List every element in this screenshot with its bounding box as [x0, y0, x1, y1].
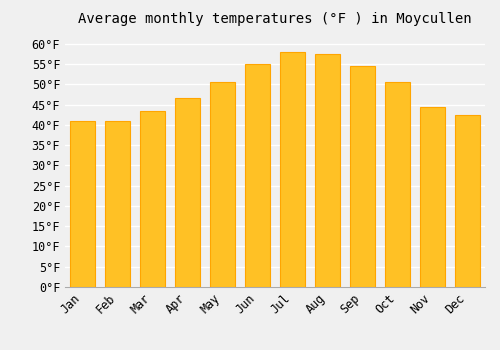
Bar [70, 121, 95, 287]
Bar [385, 82, 410, 287]
Bar [245, 64, 270, 287]
Bar [140, 111, 165, 287]
Bar [316, 54, 340, 287]
Bar [176, 98, 200, 287]
Title: Average monthly temperatures (°F ) in Moycullen: Average monthly temperatures (°F ) in Mo… [78, 12, 472, 26]
Bar [350, 66, 375, 287]
Bar [455, 115, 480, 287]
Bar [105, 121, 130, 287]
Bar [210, 82, 235, 287]
Bar [280, 52, 305, 287]
Bar [420, 106, 445, 287]
